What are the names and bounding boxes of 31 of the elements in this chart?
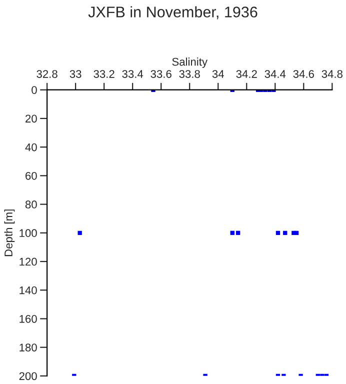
x-tick-label: 33.6 <box>150 70 172 78</box>
x-tick-label: 34.6 <box>293 70 314 78</box>
x-tick-label: 34.8 <box>322 70 342 78</box>
x-tick-label: 33.8 <box>179 70 200 78</box>
y-tick-label: 160 <box>20 314 37 323</box>
y-tick-label: 140 <box>20 286 37 294</box>
point <box>283 230 288 235</box>
x-axis-title: Salinity <box>172 58 208 68</box>
y-tick-label: 200 <box>19 372 37 380</box>
x-tick-label: 33.4 <box>122 70 144 78</box>
x-tick-label: 33 <box>70 70 82 78</box>
y-tick-label: 100 <box>20 229 37 238</box>
x-tick-label: 32.8 <box>36 70 58 78</box>
chart-title: JXFB in November, 1936 <box>88 6 258 20</box>
y-tick-label: 60 <box>26 172 37 180</box>
point <box>78 230 82 235</box>
y-tick-label: 40 <box>25 143 37 152</box>
x-tick-label: 33.2 <box>94 70 114 78</box>
x-tick-label: 34.4 <box>264 70 286 78</box>
y-axis-title: Depth [m] <box>4 210 15 256</box>
y-tick-label: 80 <box>25 200 37 208</box>
point <box>276 230 280 235</box>
x-tick-label: 34 <box>212 70 224 78</box>
point <box>230 230 234 235</box>
point <box>294 230 299 235</box>
point <box>236 230 240 235</box>
y-tick-label: 120 <box>20 258 37 266</box>
y-tick-label: 180 <box>20 344 37 352</box>
y-tick-label: 20 <box>26 114 37 123</box>
y-tick-label: 0 <box>32 86 37 94</box>
x-tick-label: 34.2 <box>236 70 257 78</box>
